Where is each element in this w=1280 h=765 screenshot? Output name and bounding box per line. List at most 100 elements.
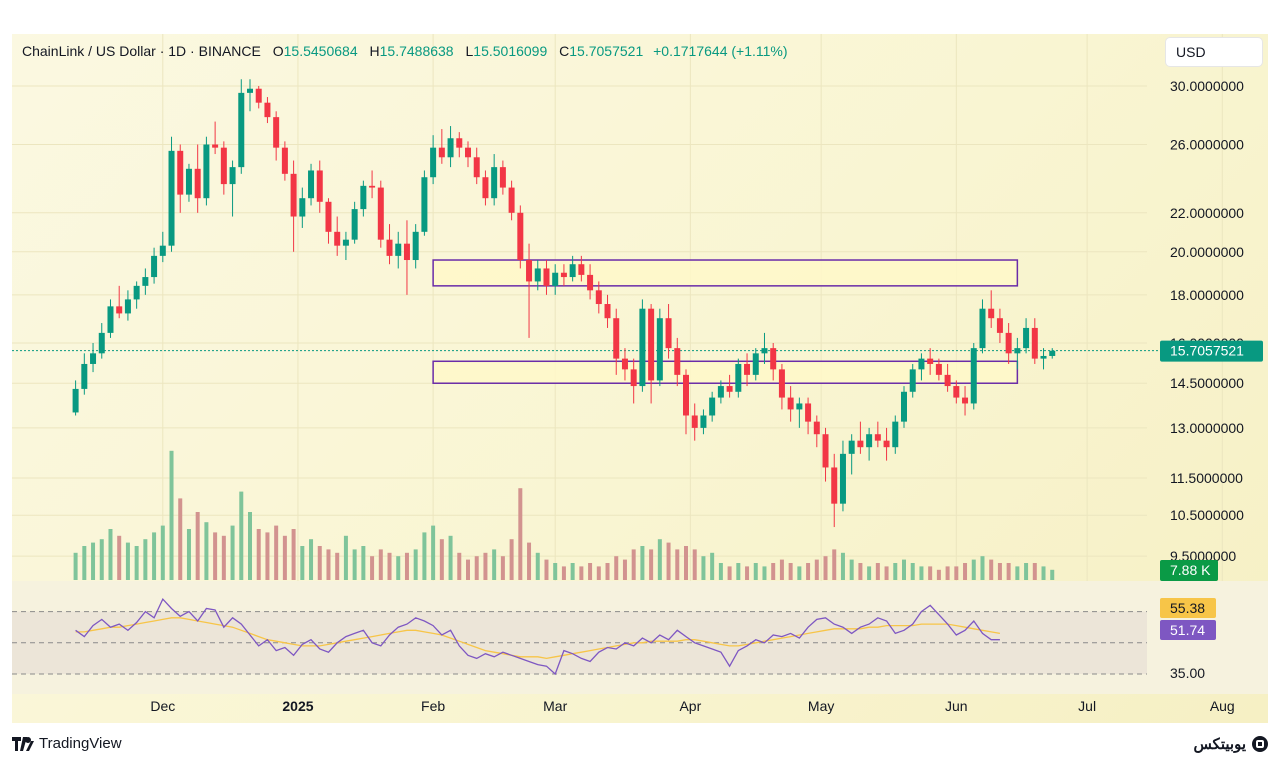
volume-bar <box>692 549 697 580</box>
price-tick-label: 11.5000000 <box>1170 470 1243 486</box>
volume-bar <box>396 556 401 580</box>
volume-label: 7.88 K <box>1170 562 1211 578</box>
candle-body <box>1049 350 1056 356</box>
volume-bar <box>117 535 122 580</box>
candle-body <box>761 348 768 354</box>
candle-body <box>883 440 890 448</box>
candle-body <box>351 209 358 240</box>
volume-bar <box>989 559 994 580</box>
candle-body <box>621 358 628 370</box>
volume-bar <box>143 539 148 580</box>
volume-bar <box>500 556 505 580</box>
volume-bar <box>875 563 880 580</box>
candle-body <box>421 177 428 232</box>
candle-body <box>473 157 480 178</box>
candle-body <box>273 117 280 148</box>
candle-body <box>674 348 681 375</box>
volume-bar <box>239 491 244 580</box>
candle-body <box>159 245 166 256</box>
volume-bar <box>858 563 863 580</box>
currency-button[interactable]: USD <box>1166 38 1262 66</box>
price-tick-label: 18.0000000 <box>1170 287 1244 303</box>
volume-bar <box>73 552 78 580</box>
candle-body <box>953 386 960 398</box>
candle-body <box>377 187 384 240</box>
volume-bar <box>300 546 305 580</box>
candle-body <box>255 88 262 103</box>
chart-svg[interactable]: 30.0000000 26.0000000 22.0000000 20.0000000… <box>12 34 1268 723</box>
volume-bar <box>622 559 627 580</box>
tradingview-logo[interactable]: TradingView <box>12 735 122 752</box>
volume-bar <box>771 563 776 580</box>
candle-body <box>560 272 567 278</box>
volume-bar <box>797 566 802 580</box>
volume-bar <box>997 563 1002 580</box>
candle-body <box>848 440 855 454</box>
volume-bar <box>840 552 845 580</box>
volume-bar <box>317 546 322 580</box>
rsi-ma-label: 55.38 <box>1170 600 1205 616</box>
volume-bar <box>649 549 654 580</box>
time-tick-label: 2025 <box>282 698 313 714</box>
volume-bar <box>535 552 540 580</box>
volume-bar <box>404 552 409 580</box>
brand-label: یوبیتکس <box>1193 736 1246 753</box>
legend-high: 15.7488638 <box>379 43 454 59</box>
volume-bar <box>221 535 226 580</box>
volume-bar <box>614 556 619 580</box>
volume-bar <box>282 535 287 580</box>
candle-body <box>447 138 454 158</box>
volume-bar <box>413 549 418 580</box>
candle-body <box>735 363 742 392</box>
candle-body <box>124 299 131 314</box>
time-tick-label: Aug <box>1210 698 1235 714</box>
candle-body <box>918 358 925 370</box>
volume-bar <box>99 539 104 580</box>
legend-symbol: ChainLink / US Dollar · 1D · BINANCE <box>22 43 261 59</box>
chart-area[interactable]: 30.0000000 26.0000000 22.0000000 20.0000000… <box>12 34 1268 723</box>
candle-body <box>813 421 820 435</box>
volume-bar <box>666 542 671 580</box>
volume-bar <box>343 535 348 580</box>
candle-body <box>709 397 716 416</box>
candle-body <box>901 391 907 422</box>
candle-body <box>1031 327 1038 359</box>
candle-body <box>334 231 341 246</box>
candle-body <box>412 231 419 261</box>
candle-body <box>290 173 297 217</box>
candle-body <box>839 453 846 504</box>
volume-bar <box>561 566 566 580</box>
volume-bar <box>675 549 680 580</box>
candle-body <box>386 239 393 256</box>
candle-body <box>395 243 402 256</box>
candle-body <box>613 318 620 359</box>
volume-bar <box>727 566 732 580</box>
rsi-tick-label: 35.00 <box>1170 665 1205 681</box>
volume-bar <box>204 522 209 580</box>
volume-bar <box>248 512 252 580</box>
legend-open: 15.5450684 <box>283 43 358 59</box>
volume-bar <box>762 566 767 580</box>
candle-body <box>369 185 376 188</box>
candle-body <box>962 397 969 404</box>
volume-bar <box>631 549 636 580</box>
candle-body <box>665 318 672 349</box>
candle-body <box>203 144 210 199</box>
brand-watermark: یوبیتکس <box>1193 735 1268 753</box>
candle-body <box>979 308 986 349</box>
volume-bar <box>980 556 985 580</box>
candle-body <box>456 138 463 148</box>
volume-bar <box>91 542 96 580</box>
volume-bar <box>867 566 872 580</box>
candle-body <box>194 168 201 199</box>
legend-low: 15.5016099 <box>473 43 548 59</box>
candle-body <box>744 363 751 375</box>
candle-body <box>517 212 524 261</box>
volume-bar <box>265 532 270 580</box>
candle-body <box>988 308 995 319</box>
candle-body <box>107 306 114 333</box>
chart-legend: ChainLink / US Dollar · 1D · BINANCE O15… <box>22 43 788 59</box>
candle-body <box>770 348 777 370</box>
volume-bar <box>134 546 139 580</box>
candle-body <box>151 255 158 278</box>
